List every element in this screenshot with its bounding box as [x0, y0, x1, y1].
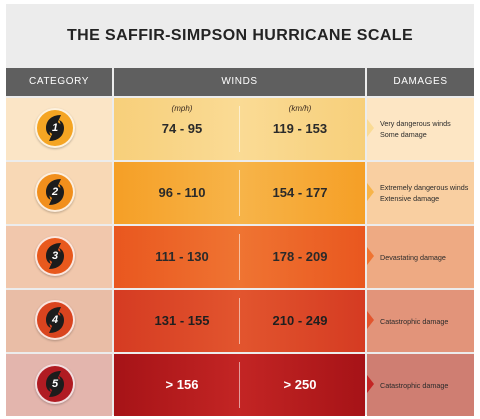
category-number: 3 [51, 250, 59, 262]
damage-text: Catastrophic damage [380, 354, 472, 416]
category-number: 2 [51, 186, 59, 198]
winds-divider [239, 106, 240, 152]
winds-divider [239, 362, 240, 408]
category-badge: 5 [35, 364, 75, 404]
arrow-marker [367, 119, 374, 137]
damage-line-1: Catastrophic damage [380, 380, 449, 390]
arrow-marker [367, 247, 374, 265]
category-cell: 4 [6, 290, 112, 352]
damage-line-1: Extremely dangerous winds [380, 183, 469, 192]
hurricane-symbol-icon [46, 307, 64, 333]
category-cell: 2 [6, 162, 112, 224]
category-cell: 5 [6, 354, 112, 416]
wind-mph-value: 111 - 130 [155, 249, 209, 264]
header-winds: WINDS [114, 68, 365, 96]
unit-kmh: (km/h) [288, 104, 312, 113]
damage-line-2: Extensive damage [380, 194, 440, 203]
winds-divider [239, 234, 240, 280]
arrow-marker [367, 183, 374, 201]
damages-cell: Devastating damage [367, 226, 474, 288]
hurricane-symbol-icon [46, 371, 64, 397]
winds-divider [239, 170, 240, 216]
category-row-4: 4 131 - 155 210 - 249 Catastrophic damage [6, 290, 474, 352]
damage-text: Devastating damage [380, 226, 472, 288]
damage-line-1: Very dangerous winds [380, 119, 451, 128]
wind-mph-value: 96 - 110 [158, 185, 206, 200]
hurricane-symbol-icon [46, 115, 64, 141]
wind-kmh-value: 119 - 153 [272, 121, 328, 136]
damage-text: Catastrophic damage [380, 290, 472, 352]
header-category: CATEGORY [6, 68, 112, 96]
wind-mph-value: > 156 [165, 377, 199, 392]
arrow-marker [367, 311, 374, 329]
damage-text: Extremely dangerous winds Extensive damag… [380, 162, 472, 224]
page-title: THE SAFFIR-SIMPSON HURRICANE SCALE [66, 27, 414, 44]
category-badge: 2 [35, 172, 75, 212]
damage-line-1: Devastating damage [380, 252, 446, 262]
wind-kmh-value: 178 - 209 [272, 249, 328, 264]
damage-text: Very dangerous winds Some damage [380, 98, 472, 160]
wind-mph-value: 131 - 155 [154, 313, 210, 328]
hurricane-symbol-icon [46, 243, 64, 269]
category-number: 4 [51, 314, 59, 326]
wind-kmh-value: > 250 [283, 377, 317, 392]
winds-divider [239, 298, 240, 344]
winds-cell: (mph) (km/h) 74 - 95 119 - 153 [114, 98, 365, 160]
winds-cell: 111 - 130 178 - 209 [114, 226, 365, 288]
damages-cell: Catastrophic damage [367, 354, 474, 416]
category-row-5: 5 > 156 > 250 Catastrophic damage [6, 354, 474, 416]
category-number: 1 [51, 122, 59, 134]
category-row-2: 2 96 - 110 154 - 177 Extremely dangerous wi… [6, 162, 474, 224]
damage-line-2: Some damage [380, 130, 427, 139]
wind-mph-value: 74 - 95 [161, 121, 203, 136]
damages-cell: Extremely dangerous winds Extensive damag… [367, 162, 474, 224]
category-badge: 4 [35, 300, 75, 340]
wind-kmh-value: 210 - 249 [272, 313, 328, 328]
category-row-3: 3 111 - 130 178 - 209 Devastating damage [6, 226, 474, 288]
hurricane-scale-infographic: THE SAFFIR-SIMPSON HURRICANE SCALE CATEG… [6, 4, 474, 416]
category-badge: 1 [35, 108, 75, 148]
damages-cell: Catastrophic damage [367, 290, 474, 352]
category-row-1: 1 (mph) (km/h) 74 - 95 119 - 153 Very dangero… [6, 98, 474, 160]
category-badge: 3 [35, 236, 75, 276]
winds-cell: 96 - 110 154 - 177 [114, 162, 365, 224]
category-cell: 1 [6, 98, 112, 160]
winds-cell: > 156 > 250 [114, 354, 365, 416]
unit-mph: (mph) [171, 104, 193, 113]
winds-cell: 131 - 155 210 - 249 [114, 290, 365, 352]
category-cell: 3 [6, 226, 112, 288]
category-number: 5 [51, 378, 59, 390]
damage-line-1: Catastrophic damage [380, 316, 449, 326]
damages-cell: Very dangerous winds Some damage [367, 98, 474, 160]
wind-kmh-value: 154 - 177 [272, 185, 328, 200]
arrow-marker [367, 375, 374, 393]
header-damages: DAMAGES [367, 68, 474, 96]
hurricane-symbol-icon [46, 179, 64, 205]
